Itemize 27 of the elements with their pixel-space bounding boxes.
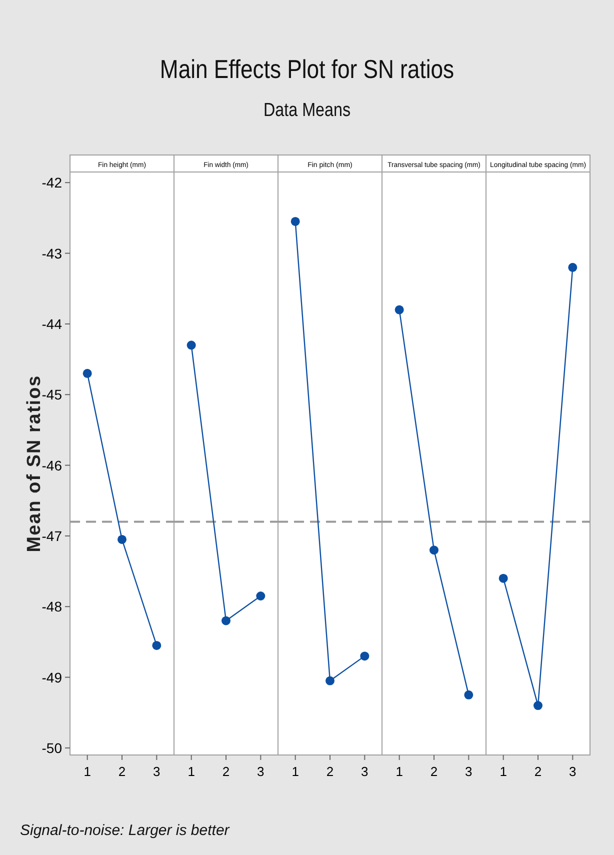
point — [82, 368, 92, 378]
text: Main Effects Plot for SN ratios — [160, 55, 454, 84]
text: Data Means — [263, 98, 351, 120]
x-tick-label: 3 — [361, 764, 368, 779]
y-tick-label: -48 — [42, 598, 62, 615]
y-tick-label: -43 — [42, 245, 62, 262]
text: Signal-to-noise: Larger is better — [20, 822, 230, 839]
x-tick-label: 2 — [430, 764, 438, 779]
x-tick-label: 2 — [326, 764, 334, 779]
point — [152, 640, 162, 650]
y-tick-label: -50 — [42, 740, 62, 756]
x-tick-label: 3 — [257, 764, 264, 779]
x-tick-label: 3 — [465, 764, 472, 779]
y-tick-label: -44 — [42, 316, 62, 332]
x-tick-label: 1 — [84, 764, 91, 779]
point — [118, 534, 126, 544]
y-tick-label: -49 — [42, 669, 62, 686]
x-tick-label: 1 — [292, 764, 299, 779]
x-tick-label: 1 — [396, 764, 403, 779]
x-tick-label: 3 — [153, 764, 160, 779]
y-tick-label: -42 — [42, 174, 62, 191]
x-tick-label: 2 — [534, 764, 542, 779]
x-tick-label: 1 — [500, 764, 507, 779]
x-tick-label: 2 — [118, 764, 126, 779]
x-tick-label: 1 — [188, 764, 195, 779]
x-tick-label: 2 — [222, 764, 230, 779]
x-tick-label: 3 — [569, 764, 576, 779]
